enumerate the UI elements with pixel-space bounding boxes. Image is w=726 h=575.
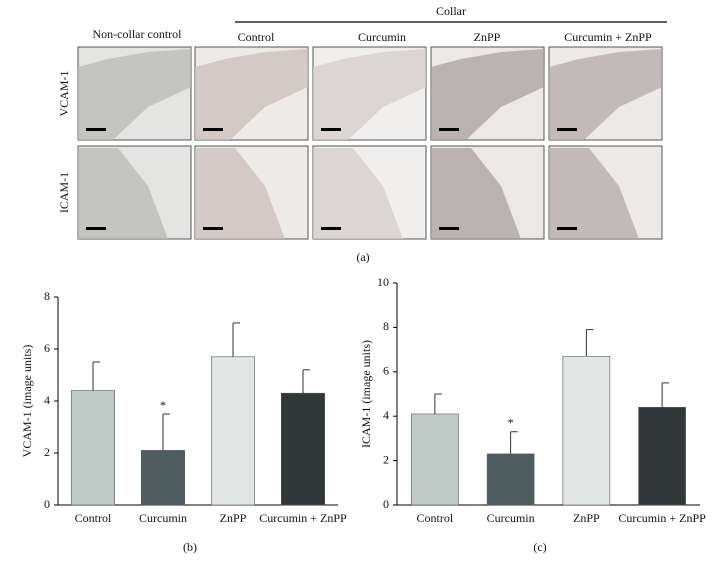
column-label: Curcumin + ZnPP — [564, 30, 652, 44]
significance-label: * — [508, 415, 514, 429]
scale-bar — [86, 128, 106, 131]
micrograph — [430, 145, 545, 240]
bar — [211, 356, 256, 506]
x-tick-label: Control — [417, 511, 454, 525]
scale-bar — [321, 128, 341, 131]
y-tick-label: 2 — [383, 452, 389, 466]
tissue — [78, 148, 168, 239]
y-axis-label: VCAM-1 (image units) — [20, 345, 34, 458]
y-tick-label: 6 — [383, 364, 389, 378]
significance-label: * — [160, 398, 166, 412]
micrograph — [194, 145, 309, 240]
charts: 0 2 4 6 8 VCAM-1 (image units) Control * Curcumi… — [20, 275, 706, 554]
x-tick-label: Curcumin + ZnPP — [618, 511, 706, 525]
bar — [141, 450, 186, 506]
micrograph — [430, 46, 545, 141]
error-bar — [434, 393, 442, 414]
bar — [562, 355, 611, 506]
scale-bar — [439, 128, 459, 131]
micrograph — [194, 46, 309, 141]
scale-bar — [557, 128, 577, 131]
tissue — [549, 49, 662, 140]
micrograph — [312, 145, 427, 240]
x-tick-label: Control — [75, 511, 112, 525]
panel-label: (a) — [356, 250, 369, 264]
micrograph — [77, 145, 192, 240]
error-bar — [585, 329, 594, 357]
x-tick-label: Curcumin — [487, 511, 535, 525]
column-label: Control — [238, 30, 275, 44]
x-tick-label: ZnPP — [573, 511, 600, 525]
bar — [411, 413, 459, 506]
row-label: VCAM-1 — [57, 70, 71, 116]
x-tick-label: ZnPP — [220, 511, 247, 525]
x-tick-label: Curcumin + ZnPP — [259, 511, 347, 525]
y-tick-label: 2 — [44, 445, 50, 459]
y-tick-label: 10 — [377, 275, 389, 289]
scale-bar — [203, 227, 223, 230]
bar — [486, 453, 535, 506]
error-bar — [162, 413, 170, 451]
micrograph — [312, 46, 427, 141]
tissue — [549, 148, 639, 239]
error-bar — [92, 361, 100, 391]
panel-a: Collar Non-collar control Control Curcumin Z… — [57, 4, 667, 264]
tissue — [313, 148, 403, 239]
scale-bar — [86, 227, 106, 230]
tissue — [195, 49, 308, 140]
row-label: ICAM-1 — [57, 172, 71, 213]
error-bar — [661, 382, 670, 408]
scale-bar — [321, 227, 341, 230]
y-tick-label: 0 — [383, 497, 389, 511]
scale-bar — [203, 128, 223, 131]
scale-bar — [557, 227, 577, 230]
y-axis-label: ICAM-1 (image units) — [359, 340, 373, 448]
panel-label: (c) — [533, 540, 546, 554]
error-bar — [510, 431, 518, 454]
bar — [638, 407, 686, 506]
group-label: Collar — [436, 4, 466, 18]
micrograph — [548, 46, 663, 141]
bar — [71, 390, 116, 506]
error-bar — [302, 369, 310, 394]
tissue — [195, 148, 285, 239]
y-tick-label: 4 — [44, 393, 50, 407]
y-tick-label: 8 — [383, 319, 389, 333]
error-bar — [232, 322, 240, 357]
y-tick-label: 0 — [44, 497, 50, 511]
bar — [280, 392, 325, 506]
tissue — [431, 49, 544, 140]
column-label: Non-collar control — [93, 27, 183, 41]
micrograph — [548, 145, 663, 240]
micrograph — [77, 46, 192, 141]
panel-label: (b) — [183, 540, 197, 554]
column-label: Curcumin — [358, 30, 406, 44]
tissue — [431, 148, 521, 239]
y-tick-label: 4 — [383, 408, 389, 422]
x-tick-label: Curcumin — [139, 511, 187, 525]
y-tick-label: 6 — [44, 341, 50, 355]
tissue — [313, 49, 426, 140]
column-label: ZnPP — [474, 30, 501, 44]
tissue — [78, 49, 191, 140]
scale-bar — [439, 227, 459, 230]
y-tick-label: 8 — [44, 289, 50, 303]
